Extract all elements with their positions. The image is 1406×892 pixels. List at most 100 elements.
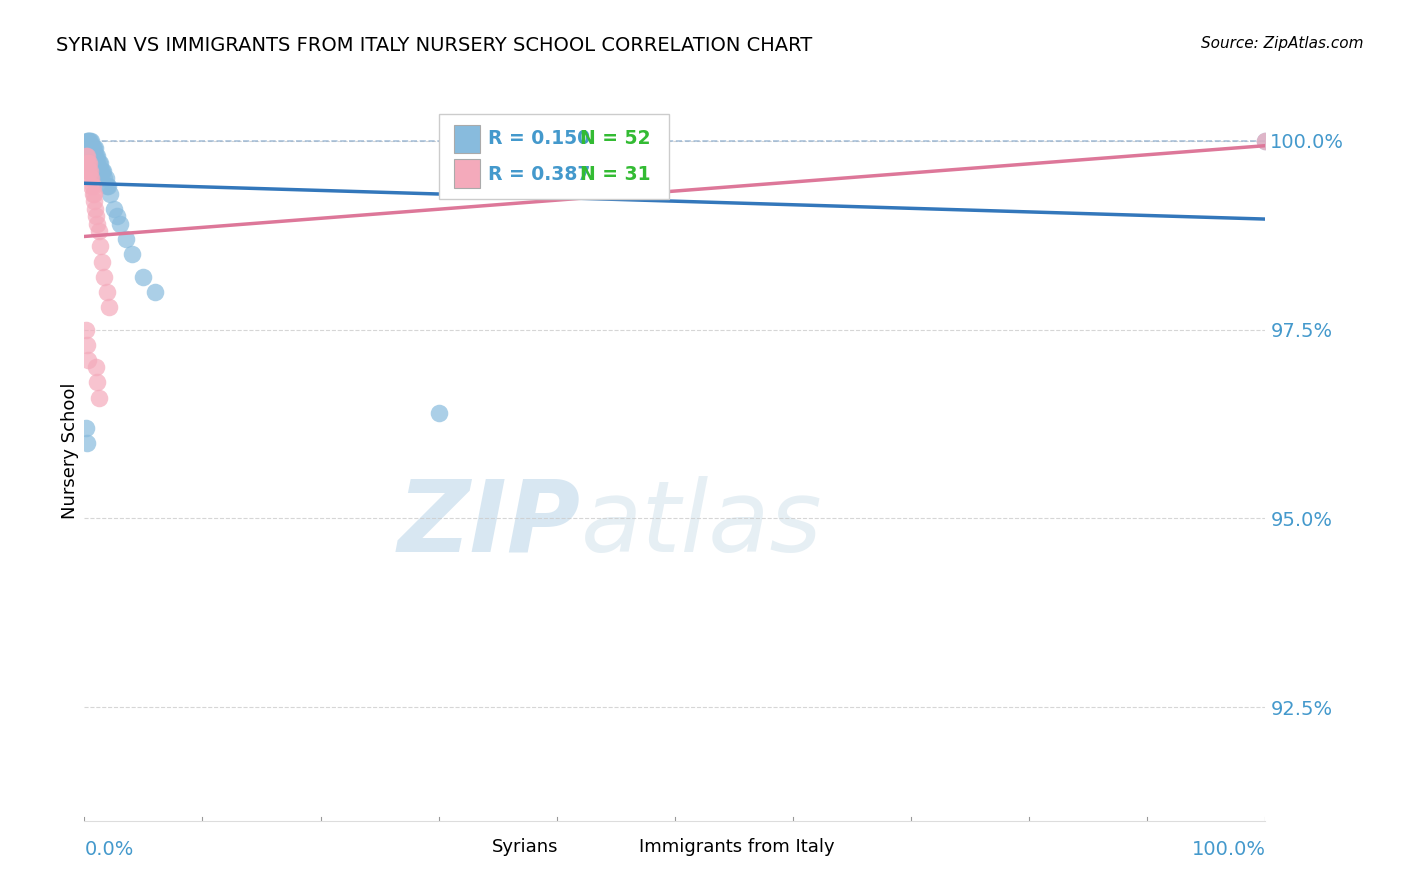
Point [84,202,107,216]
Point [86,149,108,163]
Point [77,141,100,155]
Text: Source: ZipAtlas.com: Source: ZipAtlas.com [1201,36,1364,51]
Point [90,164,112,178]
Point [75,421,97,435]
Point [86,217,108,231]
Point [79,141,101,155]
Point [91,254,114,268]
Point [108,217,131,231]
Point [77,134,100,148]
Point [96,285,118,299]
Point [76,156,98,170]
Point [87,224,110,238]
Point [77,149,100,163]
Point [84,156,107,170]
Point [82,179,104,194]
Point [121,247,143,261]
Text: N = 52: N = 52 [581,129,651,148]
Text: 0.0%: 0.0% [84,839,134,858]
Text: R = 0.150: R = 0.150 [488,129,591,148]
Point [76,149,98,163]
Point [80,179,103,194]
Point [107,209,129,223]
Point [96,179,118,194]
Point [77,149,100,163]
Text: Syrians: Syrians [492,838,558,855]
Point [79,149,101,163]
Point [80,141,103,155]
Point [84,141,107,155]
Point [80,156,103,170]
Point [84,209,107,223]
Point [79,171,101,186]
Point [84,149,107,163]
Text: N = 31: N = 31 [581,165,651,184]
Point [75,141,97,155]
Point [77,164,100,178]
Point [1254,134,1277,148]
Point [79,164,101,178]
Point [82,156,104,170]
Point [77,134,100,148]
Text: ZIP: ZIP [398,476,581,573]
Text: atlas: atlas [581,476,823,573]
Point [87,391,110,405]
Point [1254,134,1277,148]
Point [98,186,121,201]
Point [84,360,107,375]
Point [77,352,100,367]
Point [87,156,110,170]
FancyBboxPatch shape [454,125,479,153]
Point [76,134,98,148]
Point [77,164,100,178]
FancyBboxPatch shape [439,113,669,199]
Point [76,337,98,351]
Point [77,141,100,155]
Point [94,171,117,186]
Point [77,156,100,170]
Point [83,156,105,170]
Point [82,149,104,163]
FancyBboxPatch shape [457,837,486,855]
Text: 100.0%: 100.0% [1191,839,1265,858]
Point [143,285,166,299]
Point [91,164,114,178]
Point [83,141,105,155]
Point [76,149,98,163]
Point [82,186,104,201]
Point [84,149,107,163]
Point [427,406,450,420]
Point [76,141,98,155]
Point [83,186,105,201]
Point [98,300,121,314]
Point [77,156,100,170]
Point [80,171,103,186]
Y-axis label: Nursery School: Nursery School [60,382,79,519]
Point [75,322,97,336]
FancyBboxPatch shape [454,160,479,187]
Point [80,134,103,148]
Point [93,171,115,186]
Point [103,202,125,216]
Point [83,149,105,163]
Text: R = 0.387: R = 0.387 [488,165,591,184]
Point [77,134,100,148]
Point [86,376,108,390]
Point [79,134,101,148]
Text: SYRIAN VS IMMIGRANTS FROM ITALY NURSERY SCHOOL CORRELATION CHART: SYRIAN VS IMMIGRANTS FROM ITALY NURSERY … [56,36,813,54]
Point [93,269,115,284]
Point [91,164,114,178]
Point [75,149,97,163]
Point [77,141,100,155]
Point [114,232,136,246]
Point [89,156,111,170]
Point [83,194,105,209]
Point [82,141,104,155]
Point [80,149,103,163]
Point [89,239,111,253]
Point [76,436,98,450]
Point [132,269,155,284]
Point [97,179,120,194]
Text: Immigrants from Italy: Immigrants from Italy [640,838,835,855]
FancyBboxPatch shape [605,837,634,855]
